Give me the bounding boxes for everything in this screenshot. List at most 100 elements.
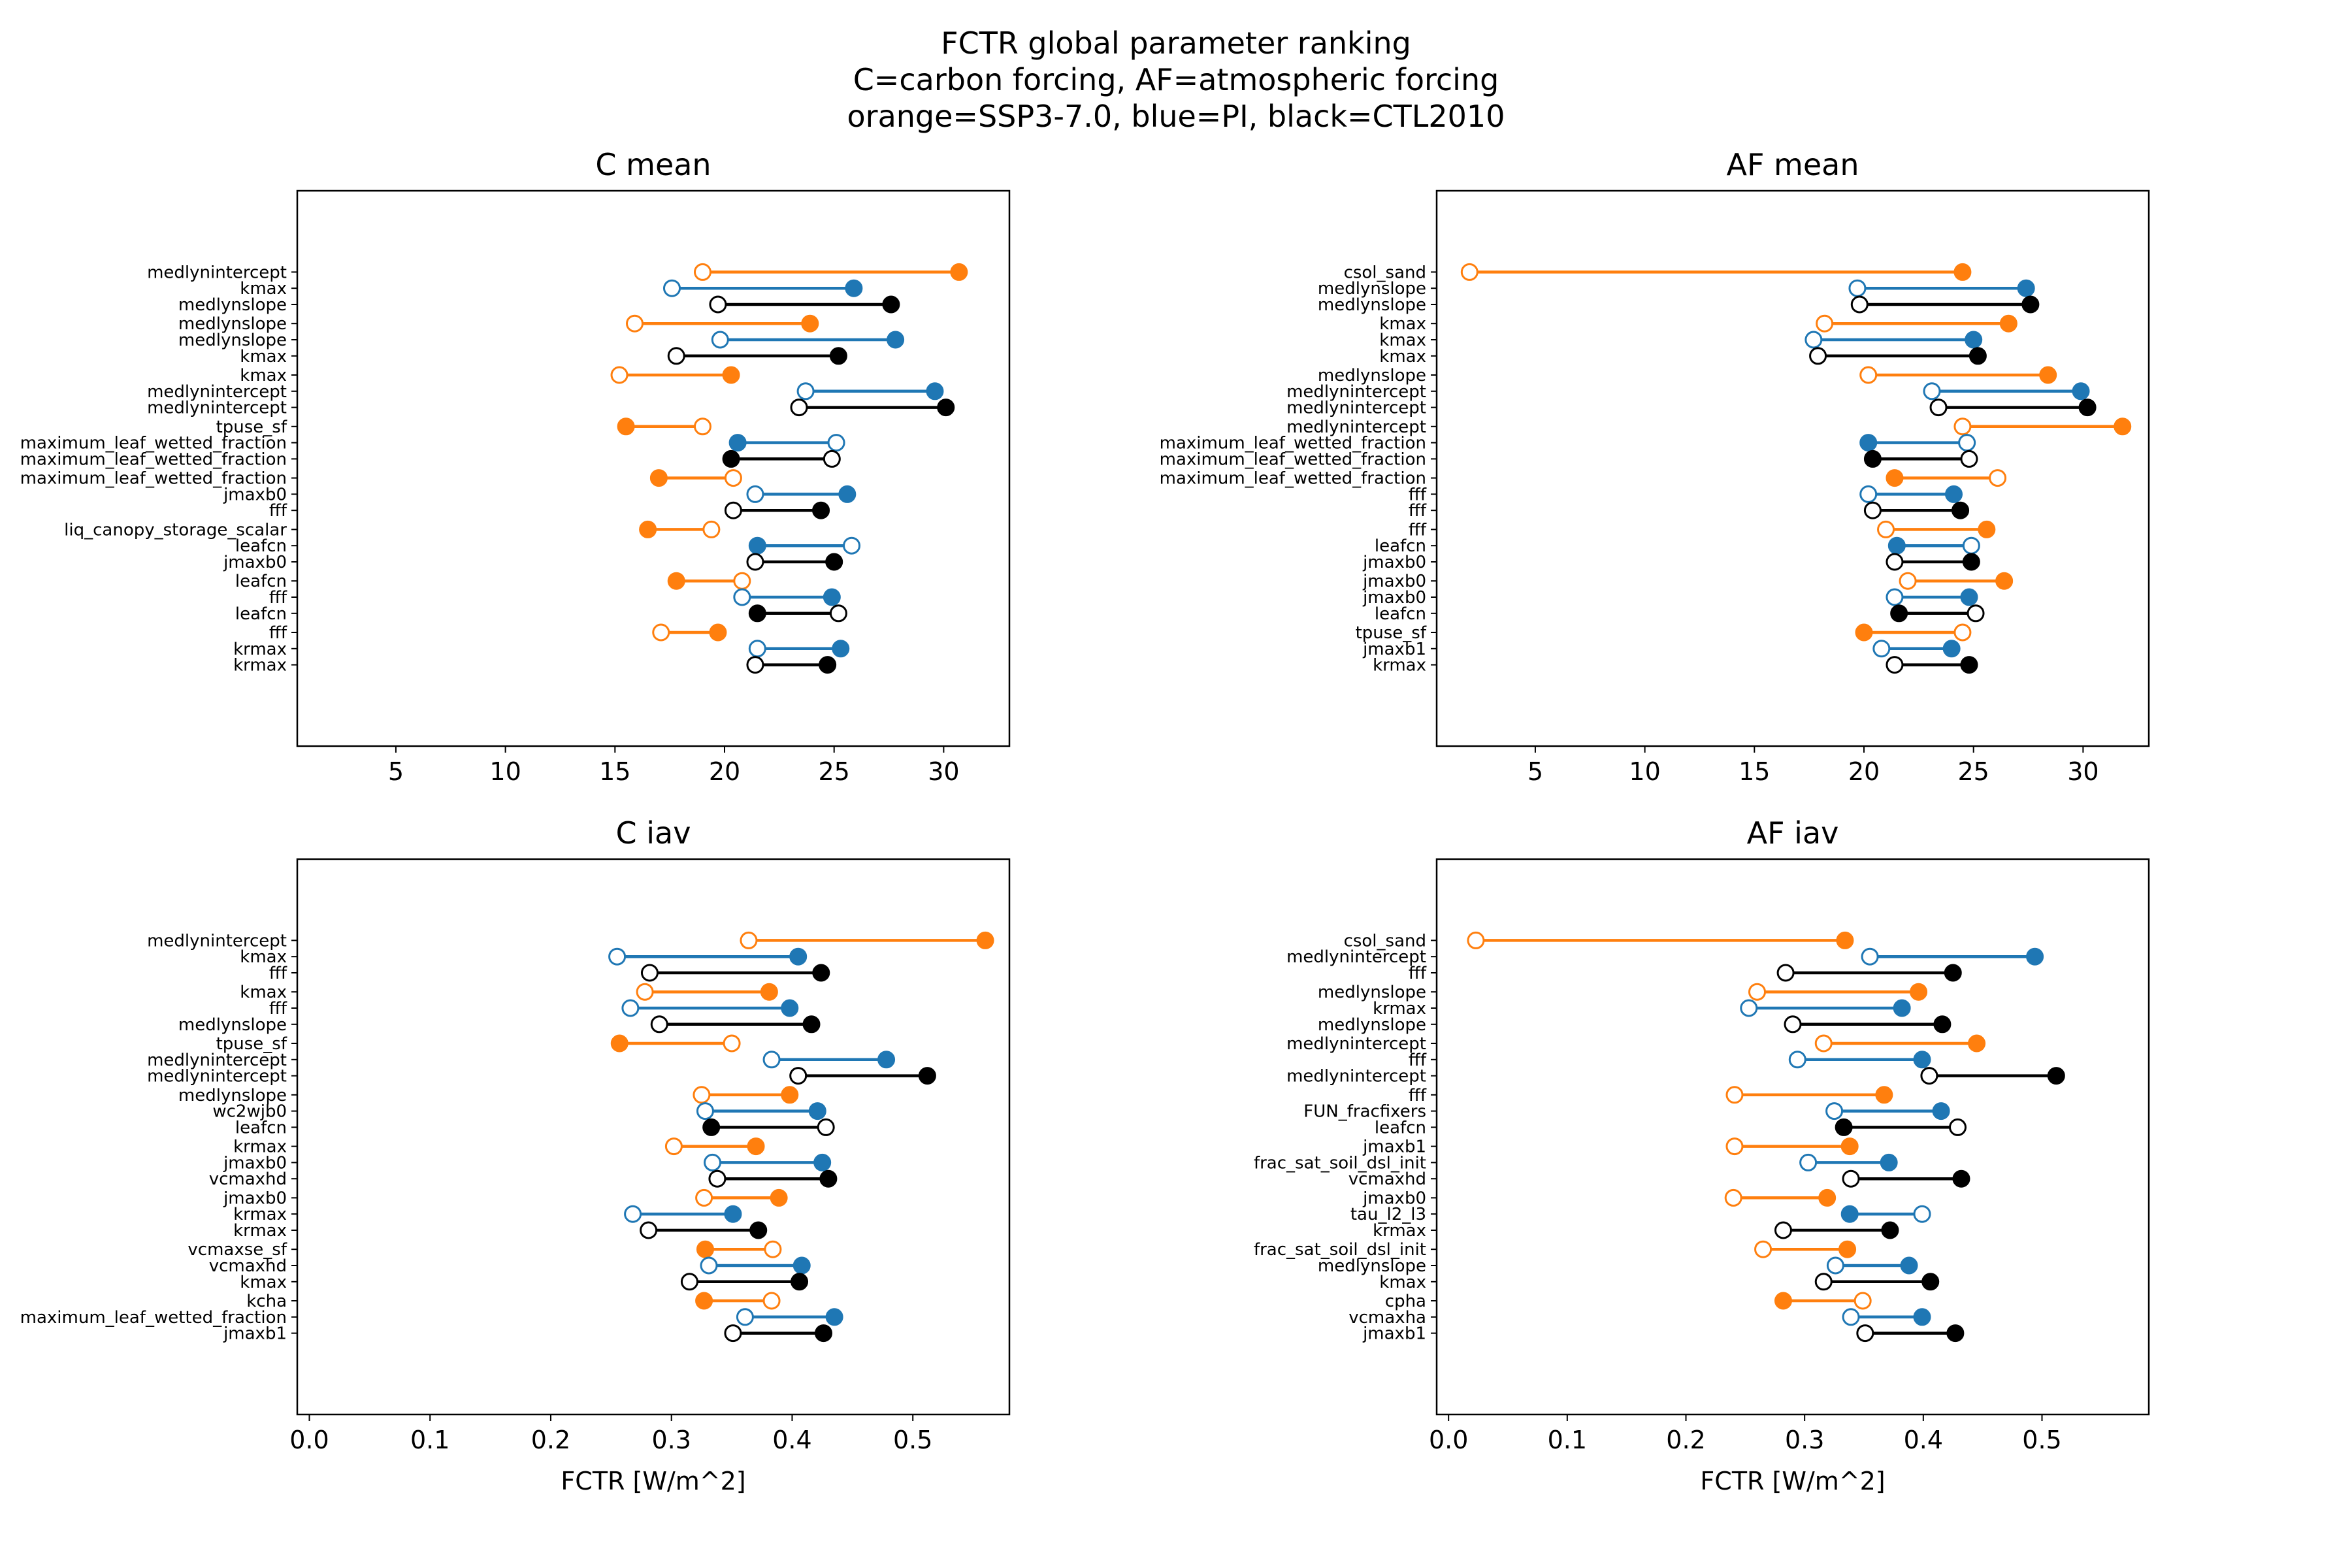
data-row: fff	[269, 999, 799, 1019]
y-tick-label: maximum_leaf_wetted_fraction	[20, 434, 287, 453]
open-marker	[748, 640, 766, 658]
data-row: leafcn	[1375, 1118, 1967, 1137]
filled-marker	[610, 1034, 629, 1053]
subplot-2: C iavmedlyninterceptkmaxfffkmaxfffmedlyn…	[20, 815, 1011, 1495]
open-marker	[1725, 1137, 1744, 1156]
y-tick-label: kmax	[240, 1273, 287, 1292]
open-marker	[1859, 485, 1878, 503]
open-marker	[736, 1308, 754, 1326]
x-tick-label: 0.3	[651, 1426, 691, 1454]
filled-marker	[1774, 1292, 1792, 1310]
data-row: FUN_fracfixers	[1303, 1102, 1950, 1122]
x-tick-label: 0.5	[893, 1426, 932, 1454]
data-row: fff	[269, 623, 727, 643]
data-row: medlynintercept	[147, 1051, 896, 1070]
y-tick-label: kmax	[240, 366, 287, 385]
filled-marker	[760, 983, 778, 1001]
data-row: leafcn	[235, 572, 751, 591]
data-row: fff	[1409, 485, 1963, 504]
figure-title-line-3: orange=SSP3-7.0, blue=PI, black=CTL2010	[847, 99, 1505, 134]
filled-marker	[781, 999, 799, 1017]
plot-frame	[296, 858, 1011, 1416]
data-row: kmax	[240, 1273, 809, 1292]
data-row: fff	[1409, 964, 1962, 983]
open-marker	[1872, 640, 1891, 658]
open-marker	[746, 553, 764, 571]
data-row: krmax	[1373, 656, 1978, 676]
y-tick-label: medlynslope	[1318, 279, 1426, 299]
data-row: kmax	[1379, 314, 2017, 334]
data-row: tpuse_sf	[216, 1034, 741, 1054]
data-row: kmax	[1379, 1273, 1940, 1292]
y-tick-label: medlynslope	[1318, 983, 1426, 1002]
filled-marker	[1944, 964, 1962, 982]
y-tick-label: fff	[1409, 964, 1427, 983]
open-marker	[733, 572, 751, 590]
x-tick-label: 0.4	[1904, 1426, 1943, 1454]
x-tick-label: 0.1	[410, 1426, 449, 1454]
y-tick-label: fff	[1409, 1051, 1427, 1070]
data-row: kmax	[240, 947, 808, 967]
subplots: C meanmedlyninterceptkmaxmedlynslopemedl…	[20, 147, 2150, 1495]
open-marker	[702, 520, 721, 538]
data-row: jmaxb1	[1362, 1137, 1859, 1157]
y-tick-label: tpuse_sf	[216, 1034, 287, 1054]
y-tick-label: fff	[1409, 520, 1427, 540]
open-marker	[693, 263, 711, 281]
y-tick-label: medlynintercept	[1286, 1067, 1426, 1086]
y-tick-label: frac_sat_soil_dsl_init	[1254, 1153, 1426, 1173]
y-tick-label: jmaxb0	[223, 1153, 287, 1173]
filled-marker	[1960, 588, 1978, 606]
open-marker	[724, 1324, 742, 1343]
filled-marker	[1921, 1273, 1940, 1291]
open-marker	[827, 434, 845, 452]
open-marker	[1949, 1118, 1967, 1136]
filled-marker	[845, 279, 863, 297]
y-tick-label: cpha	[1385, 1292, 1426, 1311]
y-tick-label: jmaxb1	[223, 1324, 287, 1344]
filled-marker	[926, 382, 944, 400]
open-marker	[708, 1169, 727, 1188]
open-marker	[1899, 572, 1917, 590]
y-tick-label: kmax	[240, 347, 287, 367]
y-tick-label: csol_sand	[1344, 263, 1426, 282]
y-tick-label: fff	[1409, 501, 1427, 521]
open-marker	[1776, 964, 1795, 982]
y-tick-label: fff	[269, 501, 287, 521]
y-tick-label: maximum_leaf_wetted_fraction	[1160, 449, 1426, 469]
open-marker	[1960, 449, 1978, 468]
open-marker	[789, 1067, 808, 1085]
filled-marker	[1978, 520, 1996, 538]
open-marker	[1920, 1067, 1938, 1085]
y-tick-label: kmax	[1379, 314, 1426, 334]
open-marker	[733, 588, 751, 606]
y-tick-label: jmaxb0	[223, 553, 287, 572]
y-tick-label: medlynslope	[178, 1015, 287, 1035]
data-row: fff	[1409, 1051, 1931, 1070]
open-marker	[693, 417, 711, 436]
y-tick-label: medlynslope	[1318, 1256, 1426, 1276]
filled-marker	[1835, 1118, 1853, 1136]
y-tick-label: wc2wjb0	[212, 1102, 287, 1122]
y-tick-label: medlynintercept	[1286, 947, 1426, 967]
open-marker	[1886, 553, 1904, 571]
filled-marker	[639, 520, 657, 538]
data-row: medlynintercept	[1286, 399, 2097, 418]
open-marker	[1467, 931, 1485, 949]
x-tick-label: 0.1	[1548, 1426, 1587, 1454]
open-marker	[693, 1086, 711, 1104]
open-marker	[1809, 347, 1827, 365]
filled-marker	[825, 553, 843, 571]
open-marker	[1724, 1188, 1742, 1207]
y-tick-label: leafcn	[235, 572, 287, 591]
y-tick-label: medlynslope	[1318, 295, 1426, 315]
y-tick-label: medlynslope	[1318, 366, 1426, 385]
data-row: krmax	[233, 656, 837, 676]
filled-marker	[812, 964, 830, 982]
filled-marker	[1968, 1034, 1986, 1053]
filled-marker	[2078, 399, 2097, 417]
data-row: medlynintercept	[1286, 947, 2044, 967]
filled-marker	[1881, 1221, 1899, 1239]
data-row: jmaxb1	[223, 1324, 832, 1344]
